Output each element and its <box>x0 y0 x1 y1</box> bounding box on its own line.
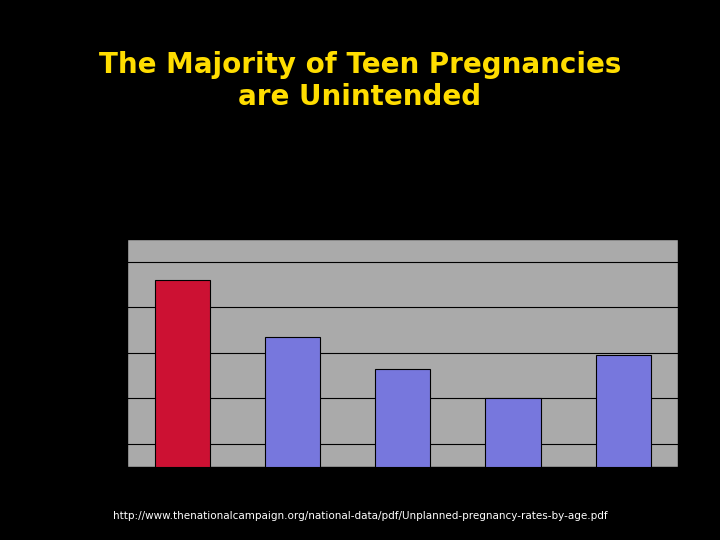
Text: http://www.thenationalcampaign.org/national-data/pdf/Unplanned-pregnancy-rates-b: http://www.thenationalcampaign.org/natio… <box>113 511 607 521</box>
Bar <box>485 399 541 467</box>
Text: The Majority of Teen Pregnancies
are Unintended: The Majority of Teen Pregnancies are Uni… <box>99 51 621 111</box>
Bar <box>595 355 651 467</box>
Text: Proportion of Unplanned Pregnancies by Age Group: Proportion of Unplanned Pregnancies by A… <box>153 176 581 193</box>
Text: 2001: 2001 <box>346 206 388 224</box>
Bar <box>265 337 320 467</box>
Bar <box>375 369 431 467</box>
Bar <box>155 280 210 467</box>
